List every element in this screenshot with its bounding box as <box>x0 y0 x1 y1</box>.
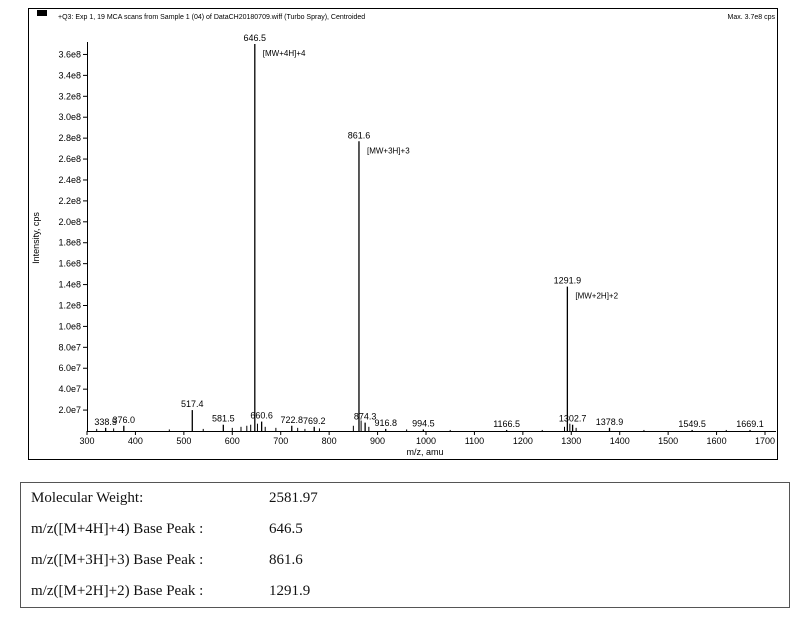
peak-annotation: [MW+2H]+2 <box>575 292 618 301</box>
chart-title: +Q3: Exp 1, 19 MCA scans from Sample 1 (… <box>58 14 365 21</box>
peak-label: 338.5 <box>94 417 117 427</box>
x-tick-label: 600 <box>225 436 240 446</box>
peak-annotation: [MW+4H]+4 <box>263 49 306 58</box>
molecular-info-table: Molecular Weight: 2581.97 m/z([M+4H]+4) … <box>20 482 790 608</box>
x-tick-label: 700 <box>273 436 288 446</box>
y-tick-label: 2.0e7 <box>58 405 81 415</box>
y-tick-label: 2.0e8 <box>58 217 81 227</box>
x-tick-label: 1500 <box>658 436 678 446</box>
x-tick-label: 500 <box>176 436 191 446</box>
peak-label: 769.2 <box>303 416 326 426</box>
y-tick-label: 1.2e8 <box>58 300 81 310</box>
y-tick-label: 3.0e8 <box>58 112 81 122</box>
x-tick-label: 300 <box>79 436 94 446</box>
row-value: 1291.9 <box>269 583 311 599</box>
peak-label: 1669.1 <box>736 419 764 429</box>
peak-label: 376.0 <box>113 415 136 425</box>
legend-marker <box>37 10 47 16</box>
peak-annotation: [MW+3H]+3 <box>367 146 410 155</box>
y-tick-label: 3.6e8 <box>58 49 81 59</box>
row-value: 2581.97 <box>269 490 318 506</box>
y-tick-label: 2.6e8 <box>58 154 81 164</box>
x-tick-label: 1300 <box>561 436 581 446</box>
x-tick-label: 1700 <box>755 436 775 446</box>
y-axis-label: Intensity, cps <box>31 212 41 264</box>
x-tick-label: 1000 <box>416 436 436 446</box>
row-label: m/z([M+2H]+2) Base Peak : <box>31 583 204 599</box>
y-ticks: 2.0e7 4.0e7 6.0e7 8.0e7 1.0e8 1.2e8 1.4e8 1.6e8… <box>58 49 87 415</box>
x-axis-label: m/z, amu <box>406 447 443 457</box>
minor-peaks <box>96 420 727 431</box>
row-label: Molecular Weight: <box>31 490 144 506</box>
x-tick-label: 400 <box>128 436 143 446</box>
table-row: m/z([M+4H]+4) Base Peak : 646.5 <box>21 514 790 545</box>
max-intensity-label: Max. 3.7e8 cps <box>728 14 776 21</box>
peak-label: 874.3 <box>354 412 377 422</box>
x-tick-label: 800 <box>322 436 337 446</box>
y-tick-label: 2.8e8 <box>58 133 81 143</box>
x-tick-label: 1600 <box>707 436 727 446</box>
y-tick-label: 6.0e7 <box>58 363 81 373</box>
peak-label: 581.5 <box>212 414 235 424</box>
row-value: 646.5 <box>269 521 303 537</box>
table-row: m/z([M+3H]+3) Base Peak : 861.6 <box>21 545 790 576</box>
peak-label: 1378.9 <box>596 417 624 427</box>
peak-label: 1302.7 <box>559 414 587 424</box>
y-tick-label: 3.2e8 <box>58 91 81 101</box>
y-tick-label: 1.4e8 <box>58 280 81 290</box>
peak-label: 517.4 <box>181 399 204 409</box>
table-row: m/z([M+2H]+2) Base Peak : 1291.9 <box>21 576 790 608</box>
y-tick-label: 2.4e8 <box>58 175 81 185</box>
peak-label: 1166.5 <box>493 419 520 429</box>
peak-label: 916.8 <box>374 418 397 428</box>
peak-label: 994.5 <box>412 418 435 428</box>
y-tick-label: 4.0e7 <box>58 384 81 394</box>
x-ticks: 300 400 500 600 700 800 900 1000 1100 1200 1300 140… <box>79 431 775 446</box>
peak-label: 1549.5 <box>678 419 706 429</box>
row-label: m/z([M+3H]+3) Base Peak : <box>31 552 204 568</box>
row-label: m/z([M+4H]+4) Base Peak : <box>31 521 204 537</box>
mass-spectrum-chart: +Q3: Exp 1, 19 MCA scans from Sample 1 (… <box>28 8 778 460</box>
peak-label: 861.6 <box>348 130 371 140</box>
peak-label: 722.8 <box>280 415 303 425</box>
x-tick-label: 1100 <box>465 436 484 446</box>
x-tick-label: 1200 <box>513 436 533 446</box>
peak-label: 646.5 <box>244 33 267 43</box>
y-tick-label: 2.2e8 <box>58 196 81 206</box>
row-value: 861.6 <box>269 552 303 568</box>
table-row: Molecular Weight: 2581.97 <box>21 483 790 515</box>
y-tick-label: 8.0e7 <box>58 342 81 352</box>
x-tick-label: 1400 <box>610 436 630 446</box>
y-tick-label: 1.8e8 <box>58 238 81 248</box>
y-tick-label: 1.0e8 <box>58 321 81 331</box>
y-tick-label: 3.4e8 <box>58 70 81 80</box>
peak-label: 1291.9 <box>554 276 582 286</box>
y-tick-label: 1.6e8 <box>58 259 81 269</box>
outer-frame <box>28 8 778 460</box>
x-tick-label: 900 <box>370 436 385 446</box>
peak-label: 660.6 <box>250 411 273 421</box>
